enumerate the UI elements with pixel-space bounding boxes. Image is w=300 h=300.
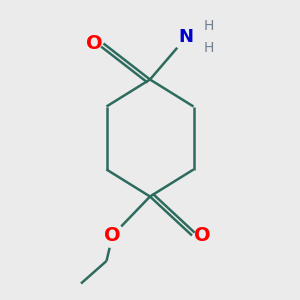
Text: H: H (203, 19, 214, 32)
Text: N: N (178, 28, 194, 46)
Text: O: O (104, 226, 121, 245)
Text: O: O (194, 226, 211, 245)
Text: H: H (203, 41, 214, 55)
Text: O: O (86, 34, 103, 53)
